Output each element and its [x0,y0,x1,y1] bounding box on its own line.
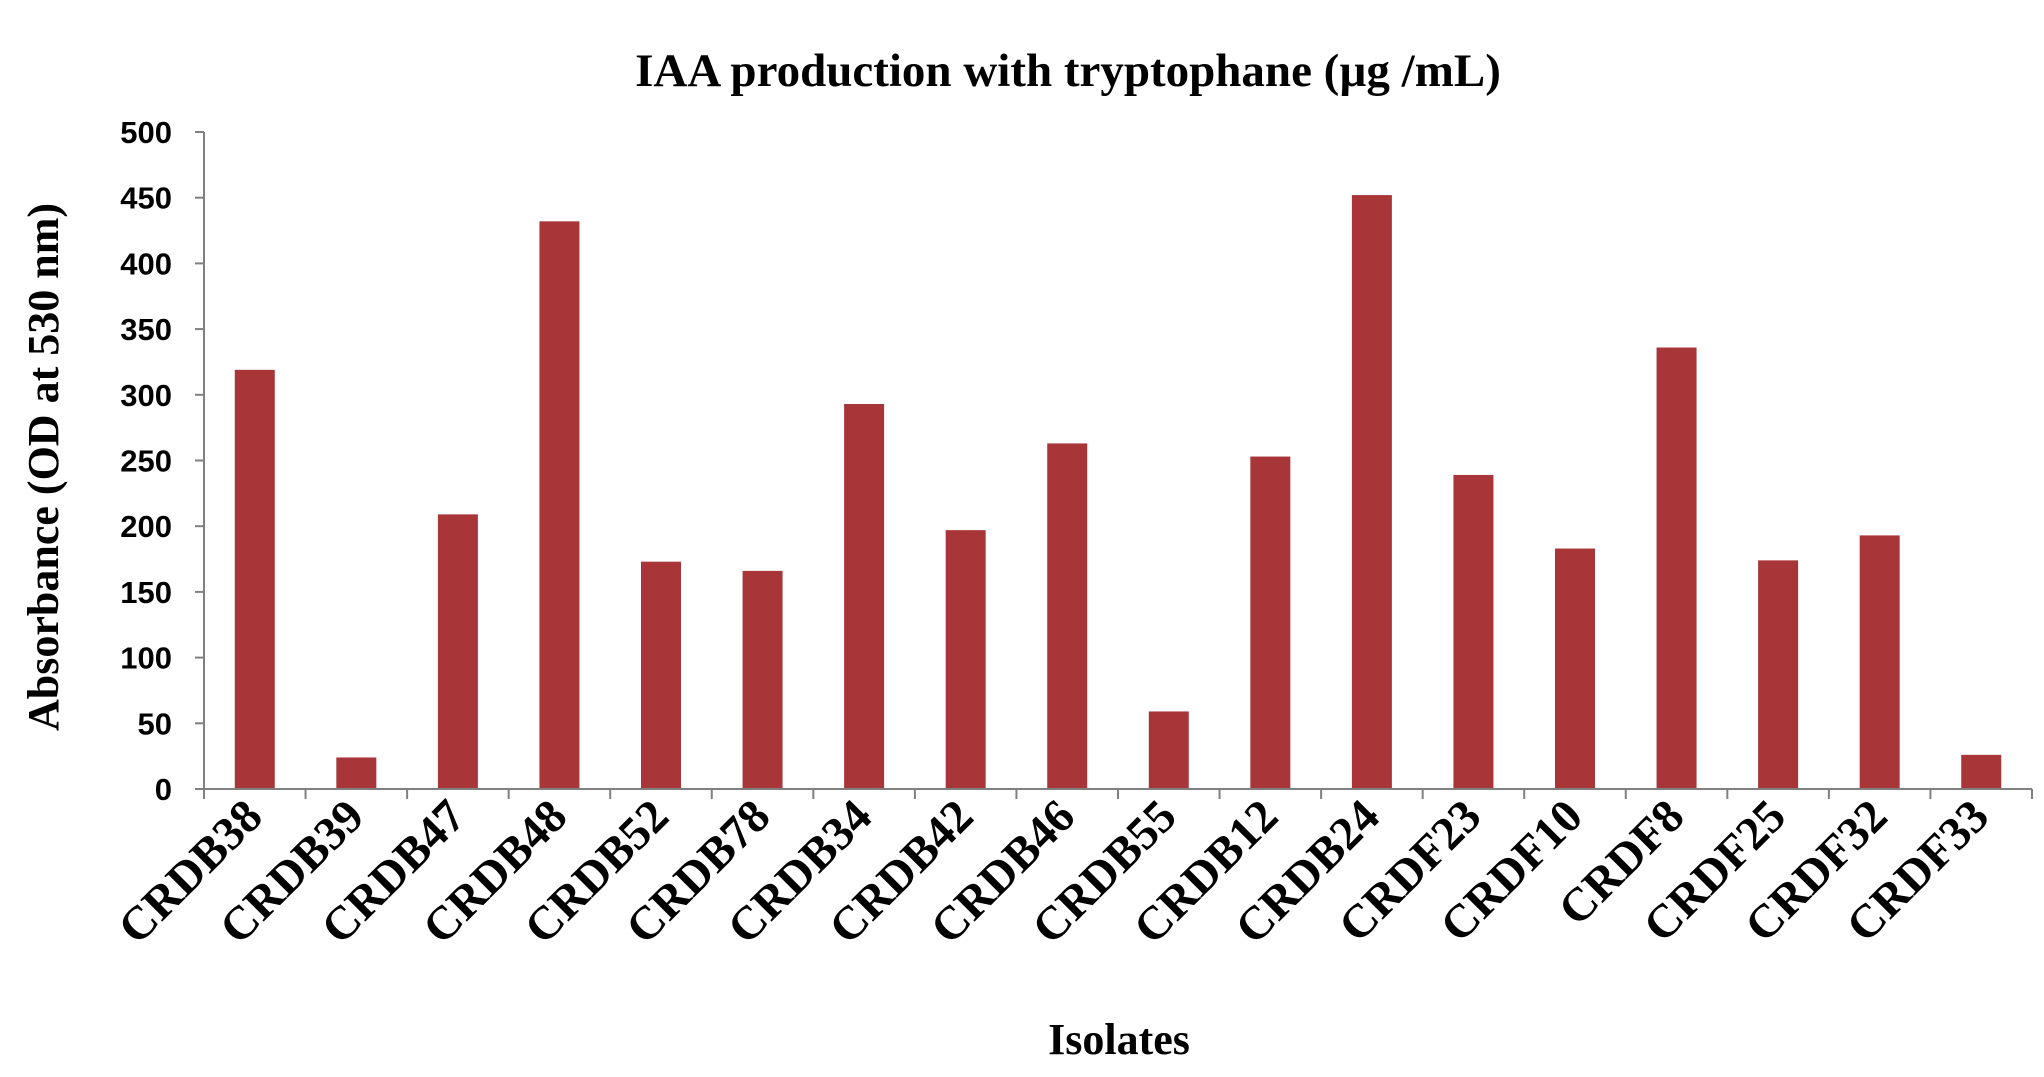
bar-crdb39 [336,757,377,789]
y-tick-label: 50 [138,706,172,741]
y-tick-label: 500 [120,115,172,150]
bar-crdb38 [234,369,275,789]
bar-crdb34 [844,404,885,789]
bar-crdb12 [1250,456,1291,789]
bar-crdb55 [1148,711,1189,789]
bar-crdb47 [437,514,478,789]
bars-layer [234,195,2002,790]
bar-crdb78 [742,570,783,789]
bar-crdf10 [1555,548,1595,789]
y-tick-label: 450 [120,181,172,216]
x-axis-label: Isolates [1048,1015,1190,1064]
bar-crdf32 [1859,535,1900,789]
bar-crdf25 [1758,560,1799,789]
y-tick-label: 250 [120,444,172,479]
bar-crdb52 [641,561,681,789]
axes-layer [203,132,2032,790]
bar-crdb46 [1047,443,1088,789]
y-tick-label: 150 [120,575,172,610]
chart-title: IAA production with tryptophane (µg /mL) [635,45,1501,97]
y-tick-label: 400 [120,246,172,281]
bar-crdf8 [1656,347,1697,789]
bar-crdb42 [945,530,986,789]
y-tick-label: 100 [120,641,172,676]
bar-crdf33 [1961,754,2002,789]
bar-crdf23 [1453,474,1494,789]
bar-crdb24 [1351,195,1392,789]
y-tick-label: 200 [120,509,172,544]
bar-crdb48 [539,221,580,790]
y-tick-label: 300 [120,378,172,413]
y-tick-label: 0 [155,772,172,807]
y-tick-label: 350 [120,312,172,347]
y-axis-label: Absorbance (OD at 530 nm) [19,203,68,731]
